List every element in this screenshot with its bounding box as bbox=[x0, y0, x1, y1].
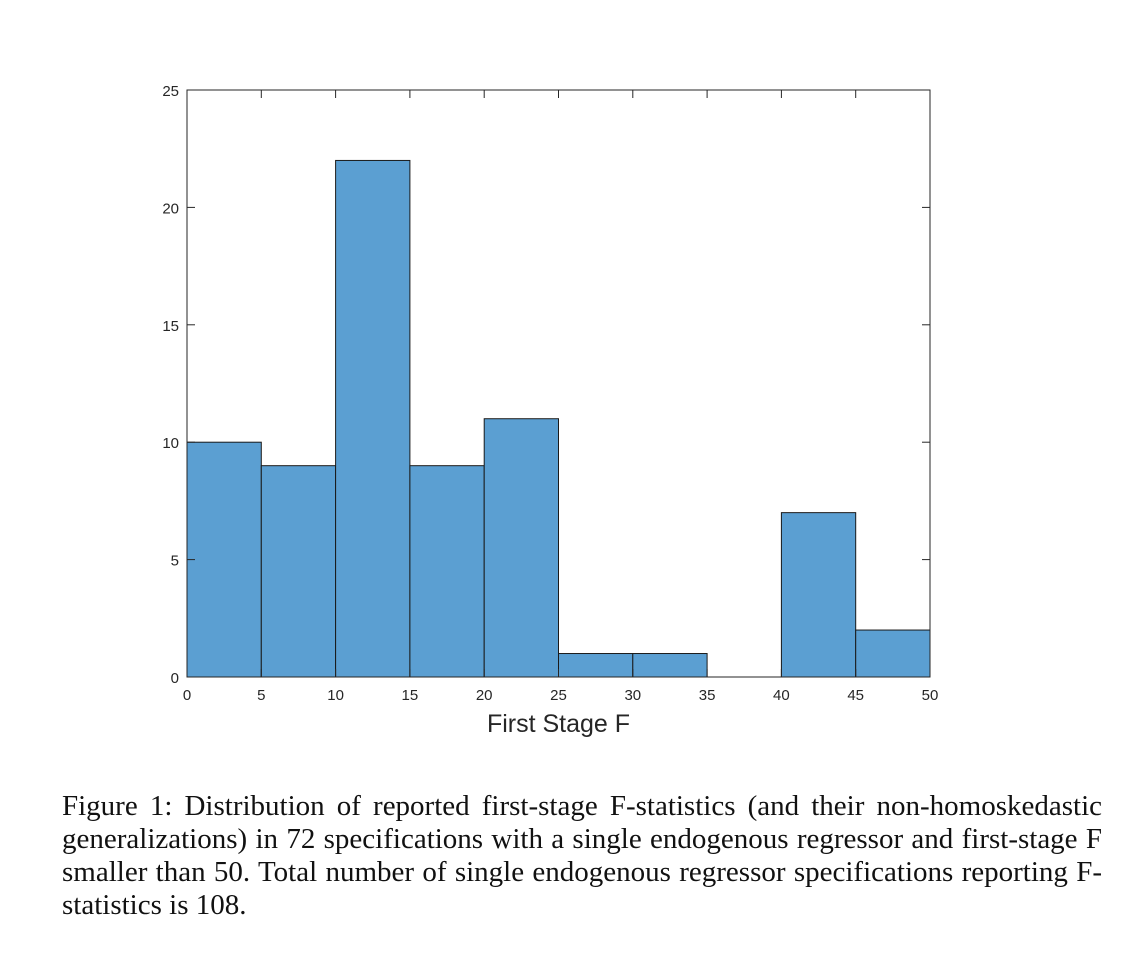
x-tick-label: 15 bbox=[402, 687, 419, 704]
figure-caption: Figure 1: Distribution of reported first… bbox=[62, 790, 1102, 921]
x-tick-label: 40 bbox=[773, 687, 790, 704]
x-tick-label: 0 bbox=[183, 687, 191, 704]
bars-group bbox=[186, 159, 931, 678]
y-tick-label: 5 bbox=[171, 553, 179, 570]
x-tick-label: 50 bbox=[922, 687, 939, 704]
histogram-bar bbox=[855, 629, 931, 678]
histogram-bar bbox=[780, 512, 857, 678]
x-tick-label: 20 bbox=[476, 687, 493, 704]
histogram-bar bbox=[335, 159, 411, 678]
y-tick-label: 20 bbox=[162, 200, 179, 217]
y-tick-label: 0 bbox=[171, 670, 179, 687]
x-tick-label: 30 bbox=[624, 687, 641, 704]
histogram-bar bbox=[409, 465, 485, 678]
x-tick-label: 10 bbox=[327, 687, 344, 704]
x-tick-label: 25 bbox=[550, 687, 567, 704]
y-tick-label: 10 bbox=[162, 435, 179, 452]
x-tick-label: 45 bbox=[847, 687, 864, 704]
histogram-bar bbox=[260, 465, 337, 678]
tick-labels-group: 0 5 10 15 20 25 30 35 40 45 50 0 5 10 15 20 25 bbox=[162, 83, 938, 704]
histogram-bar bbox=[483, 418, 560, 678]
x-axis-label: First Stage F bbox=[487, 710, 630, 738]
histogram-bar bbox=[558, 653, 634, 678]
histogram-bar bbox=[632, 653, 708, 678]
x-tick-label: 5 bbox=[257, 687, 265, 704]
y-tick-label: 15 bbox=[162, 318, 179, 335]
ticks-group bbox=[186, 89, 931, 678]
x-tick-label: 35 bbox=[699, 687, 716, 704]
histogram-bar bbox=[186, 441, 262, 678]
y-tick-label: 25 bbox=[162, 83, 179, 100]
